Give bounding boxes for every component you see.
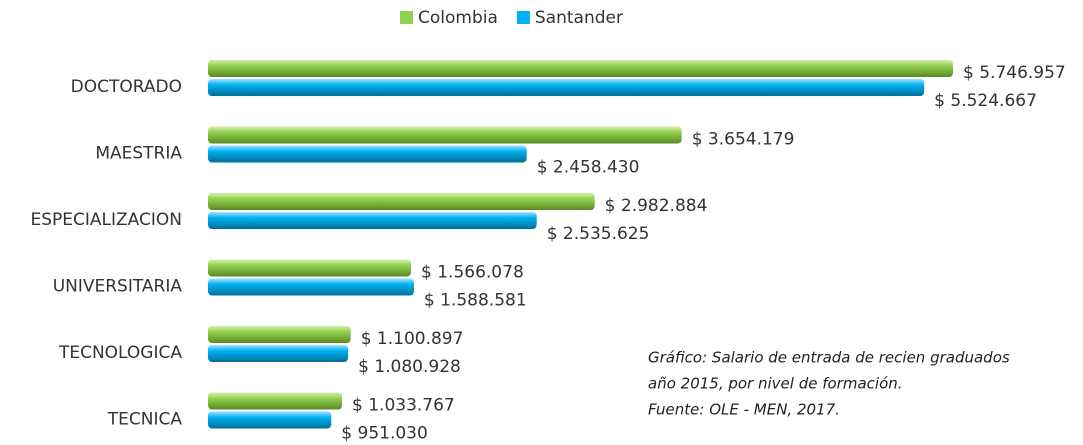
- bar: [208, 212, 537, 229]
- value-label: $ 2.535.625: [547, 224, 650, 244]
- value-label: $ 1.566.078: [421, 263, 524, 283]
- bar: [208, 411, 332, 429]
- bar: [208, 60, 953, 77]
- legend-swatch: [400, 11, 413, 24]
- value-label: $ 2.458.430: [537, 158, 640, 178]
- value-label: $ 1.033.767: [352, 396, 455, 416]
- value-label: $ 5.524.667: [934, 91, 1037, 111]
- legend-label: Santander: [535, 8, 623, 28]
- annotation: Fuente: OLE - MEN, 2017.: [648, 401, 840, 419]
- value-label: $ 1.588.581: [424, 291, 527, 311]
- category-label: DOCTORADO: [71, 77, 182, 97]
- annotation: Gráfico: Salario de entrada de recien gr…: [648, 349, 1010, 367]
- bar: [208, 145, 527, 163]
- bar: [208, 79, 925, 96]
- category-label: UNIVERSITARIA: [53, 277, 183, 297]
- value-label: $ 3.654.179: [692, 130, 795, 150]
- value-label: $ 1.080.928: [358, 357, 461, 377]
- category-label: TECNOLOGICA: [58, 343, 182, 363]
- value-label: $ 1.100.897: [361, 329, 464, 349]
- legend-label: Colombia: [418, 8, 498, 28]
- bar: [208, 345, 349, 362]
- value-label: $ 951.030: [341, 424, 428, 444]
- value-label: $ 2.982.884: [605, 196, 708, 216]
- value-label: $ 5.746.957: [963, 63, 1066, 83]
- bar: [208, 193, 595, 210]
- bar: [208, 126, 682, 144]
- annotation: año 2015, por nivel de formación.: [648, 375, 903, 393]
- category-label: MAESTRIA: [95, 144, 182, 164]
- category-label: ESPECIALIZACION: [31, 210, 182, 230]
- bar: [208, 278, 414, 296]
- legend-swatch: [516, 11, 530, 24]
- category-label: TECNICA: [107, 410, 183, 430]
- bar: [208, 326, 351, 343]
- bar: [208, 392, 343, 410]
- bar: [208, 259, 412, 277]
